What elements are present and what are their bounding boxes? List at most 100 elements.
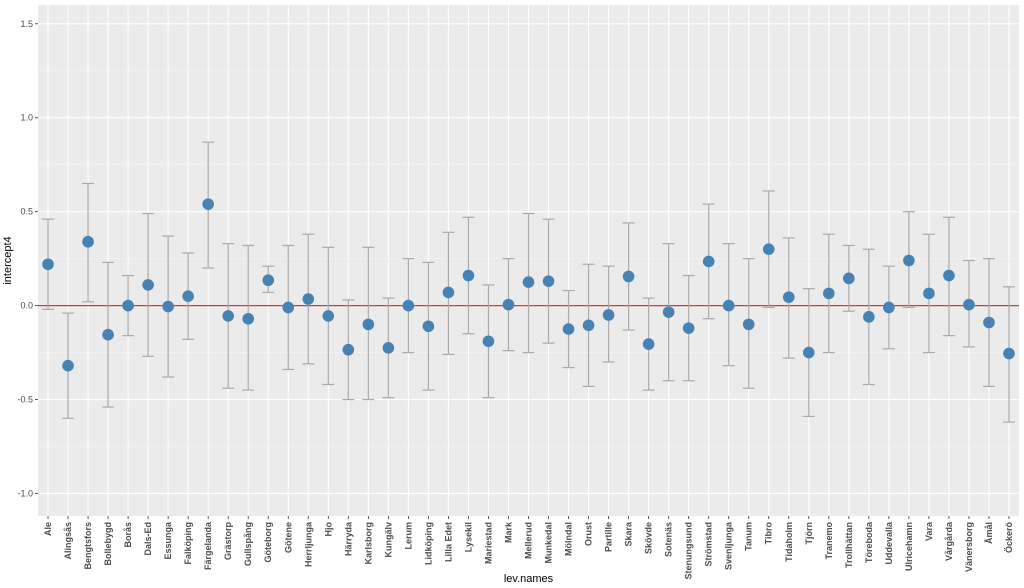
x-tick-label: Kungälv: [383, 522, 393, 558]
data-point: [543, 275, 555, 287]
x-tick-label: Lerum: [403, 522, 413, 550]
x-tick-label: Essunga: [163, 521, 173, 560]
data-point: [383, 342, 395, 354]
x-tick-label: Tranemo: [824, 522, 834, 560]
data-point: [363, 319, 375, 331]
data-point: [62, 360, 74, 372]
x-tick-label: Karlsborg: [363, 522, 373, 565]
data-point: [403, 300, 415, 312]
data-point: [182, 290, 194, 302]
x-tick-label: Vårgårda: [944, 521, 954, 561]
data-point: [343, 344, 355, 356]
data-point: [883, 302, 895, 314]
x-tick-label: Ale: [43, 522, 53, 536]
x-tick-label: Töreboda: [864, 521, 874, 563]
x-tick-label: Gullspång: [243, 522, 253, 566]
data-point: [683, 322, 695, 334]
data-point: [523, 276, 535, 288]
x-tick-label: Lidköping: [423, 522, 433, 565]
y-tick-label: 1.0: [20, 113, 33, 123]
x-tick-label: Mölndal: [564, 522, 574, 556]
x-tick-label: Vänersborg: [964, 522, 974, 572]
data-point: [102, 329, 114, 341]
data-point: [843, 273, 855, 285]
data-point: [302, 293, 314, 305]
x-tick-label: Sotenäs: [664, 522, 674, 557]
x-tick-label: Dals-Ed: [143, 522, 153, 556]
data-point: [923, 288, 935, 300]
data-point: [623, 271, 635, 283]
x-tick-label: Ulricehamn: [904, 522, 914, 571]
data-point: [963, 299, 975, 311]
x-tick-label: Orust: [584, 522, 594, 546]
x-tick-label: Herrljunga: [303, 521, 313, 567]
x-tick-label: Hjo: [323, 522, 333, 537]
data-point: [82, 236, 94, 248]
data-point: [262, 274, 274, 286]
x-tick-label: Grästorp: [223, 522, 233, 561]
data-point: [983, 317, 995, 329]
x-tick-label: Alingsås: [63, 522, 73, 560]
data-point: [703, 256, 715, 268]
data-point: [162, 301, 174, 313]
x-tick-label: Skövde: [644, 522, 654, 554]
data-point: [743, 319, 755, 331]
x-tick-label: Uddevalla: [884, 521, 894, 565]
x-tick-label: Göteborg: [263, 522, 273, 563]
data-point: [903, 255, 915, 267]
data-point: [242, 313, 254, 325]
data-point: [503, 299, 515, 311]
data-point: [463, 270, 475, 282]
x-tick-label: Tanum: [744, 522, 754, 551]
x-tick-label: Bengtsfors: [83, 522, 93, 570]
x-tick-label: Tidaholm: [784, 522, 794, 562]
x-tick-label: Tjörn: [804, 522, 814, 545]
x-tick-label: Falköping: [183, 522, 193, 565]
x-tick-label: Härryda: [343, 521, 353, 556]
data-point: [222, 310, 234, 322]
x-tick-label: Götene: [283, 522, 293, 553]
y-axis-title: intercept4: [2, 236, 14, 284]
x-tick-label: Åmål: [984, 522, 994, 544]
data-point: [803, 347, 815, 359]
x-tick-label: Tibro: [764, 522, 774, 545]
data-point: [823, 288, 835, 300]
x-tick-label: Borås: [123, 522, 133, 548]
x-tick-label: Stenungsund: [684, 522, 694, 580]
data-point: [443, 287, 455, 299]
x-tick-label: Partille: [604, 522, 614, 552]
data-point: [603, 309, 615, 321]
x-tick-label: Mellerud: [524, 522, 534, 559]
x-tick-label: Mariestad: [483, 522, 493, 564]
x-tick-label: Lysekil: [463, 522, 473, 552]
data-point: [42, 258, 54, 270]
data-point: [643, 338, 655, 350]
x-tick-label: Öckerö: [1004, 522, 1014, 554]
data-point: [1003, 348, 1015, 360]
y-tick-label: 0.0: [20, 301, 33, 311]
x-tick-label: Mark: [503, 521, 513, 543]
data-point: [763, 243, 775, 255]
x-tick-label: Vara: [924, 521, 934, 541]
data-point: [723, 300, 735, 312]
x-tick-label: Bollebygd: [103, 522, 113, 566]
x-tick-label: Trollhättan: [844, 522, 854, 568]
data-point: [663, 306, 675, 318]
data-point: [322, 310, 334, 322]
x-tick-label: Strömstad: [704, 522, 714, 567]
x-axis-title: lev.names: [504, 573, 554, 585]
y-tick-label: 1.5: [20, 19, 33, 29]
data-point: [863, 311, 875, 323]
data-point: [282, 302, 294, 314]
y-tick-label: -0.5: [17, 395, 33, 405]
x-tick-label: Svenljunga: [724, 521, 734, 570]
x-tick-label: Lilla Edet: [443, 522, 453, 562]
x-tick-label: Munkedal: [544, 522, 554, 564]
data-point: [943, 270, 955, 282]
data-point: [783, 291, 795, 303]
y-tick-label: -1.0: [17, 488, 33, 498]
data-point: [563, 323, 575, 335]
x-tick-label: Skara: [624, 521, 634, 547]
data-point: [423, 320, 435, 332]
